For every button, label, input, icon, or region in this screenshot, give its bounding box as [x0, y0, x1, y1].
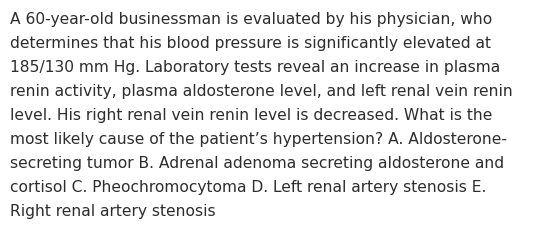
Text: A 60-year-old businessman is evaluated by his physician, who: A 60-year-old businessman is evaluated b… [10, 12, 492, 27]
Text: secreting tumor B. Adrenal adenoma secreting aldosterone and: secreting tumor B. Adrenal adenoma secre… [10, 155, 504, 170]
Text: cortisol C. Pheochromocytoma D. Left renal artery stenosis E.: cortisol C. Pheochromocytoma D. Left ren… [10, 179, 487, 194]
Text: renin activity, plasma aldosterone level, and left renal vein renin: renin activity, plasma aldosterone level… [10, 84, 513, 98]
Text: most likely cause of the patient’s hypertension? A. Aldosterone-: most likely cause of the patient’s hyper… [10, 131, 507, 146]
Text: level. His right renal vein renin level is decreased. What is the: level. His right renal vein renin level … [10, 108, 492, 123]
Text: determines that his blood pressure is significantly elevated at: determines that his blood pressure is si… [10, 36, 491, 51]
Text: Right renal artery stenosis: Right renal artery stenosis [10, 203, 215, 218]
Text: 185/130 mm Hg. Laboratory tests reveal an increase in plasma: 185/130 mm Hg. Laboratory tests reveal a… [10, 60, 501, 75]
